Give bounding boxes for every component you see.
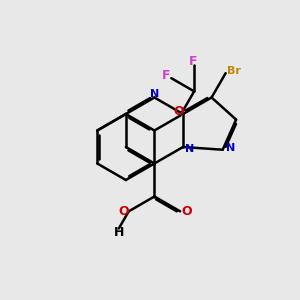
Text: O: O [182,205,192,218]
Text: O: O [173,105,184,118]
Text: N: N [185,144,194,154]
Text: N: N [150,89,159,99]
Text: F: F [188,55,197,68]
Text: Br: Br [227,66,241,76]
Text: O: O [118,205,129,218]
Text: N: N [226,143,235,153]
Text: F: F [162,69,170,82]
Text: H: H [114,226,124,238]
